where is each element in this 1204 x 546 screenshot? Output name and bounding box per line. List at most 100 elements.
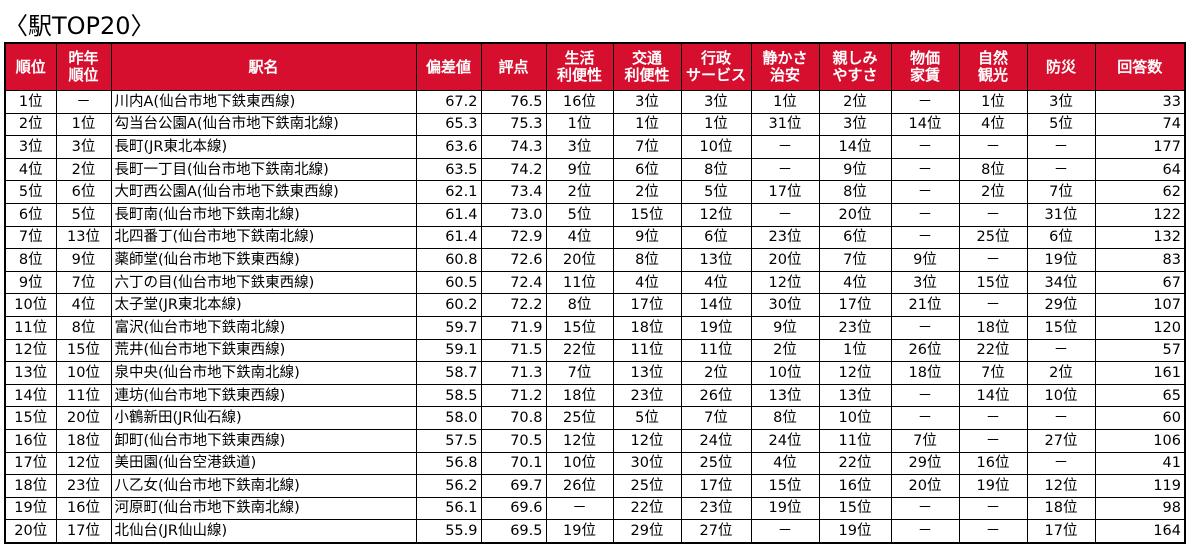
cell-living-convenience: 4位	[545, 225, 614, 250]
cell-response-count: 98	[1094, 496, 1186, 521]
cell-deviation-value: 60.5	[415, 270, 482, 295]
cell-score: 69.6	[480, 496, 547, 521]
cell-disaster-prevention: 31位	[1026, 202, 1096, 227]
cell-quiet-safety: 8位	[750, 406, 820, 430]
cell-last-year-rank: －	[55, 90, 112, 114]
cell-quiet-safety: 31位	[750, 112, 820, 137]
cell-station-name: 北四番丁(仙台市地下鉄南北線)	[110, 225, 417, 250]
cell-last-year-rank: 10位	[55, 361, 112, 385]
cell-last-year-rank: 1位	[55, 112, 112, 137]
cell-disaster-prevention: 5位	[1026, 112, 1096, 137]
cell-admin-services: 10位	[680, 135, 752, 159]
cell-last-year-rank: 20位	[55, 406, 112, 430]
cell-response-count: 119	[1094, 474, 1186, 498]
cell-score: 75.3	[480, 112, 547, 137]
header-response-count: 回答数	[1094, 42, 1186, 91]
cell-living-convenience: 1位	[545, 112, 614, 137]
cell-score: 70.1	[480, 451, 547, 476]
cell-quiet-safety: 9位	[750, 315, 820, 340]
cell-living-convenience: 2位	[545, 180, 614, 204]
cell-station-name: 荒井(仙台市地下鉄東西線)	[110, 338, 417, 363]
table-row: 5位 6位 大町西公園A(仙台市地下鉄東西線) 62.1 73.4 2位 2位 5位 17位 8位…	[4, 180, 1186, 204]
cell-nature-tourism: 16位	[958, 451, 1028, 476]
cell-prices-rent: －	[890, 180, 960, 204]
cell-quiet-safety: 20位	[750, 248, 820, 272]
cell-friendliness: 6位	[818, 225, 892, 250]
header-prices-rent: 物価 家賃	[890, 42, 960, 91]
header-last-year-rank: 昨年 順位	[55, 42, 112, 91]
cell-deviation-value: 57.5	[415, 428, 482, 453]
cell-disaster-prevention: －	[1026, 338, 1096, 363]
table-row: 2位 1位 勾当台公園A(仙台市地下鉄南北線) 65.3 75.3 1位 1位 1位 31位 3位…	[4, 112, 1186, 137]
cell-transport-convenience: 13位	[612, 361, 682, 385]
cell-deviation-value: 61.4	[415, 202, 482, 227]
cell-rank: 7位	[4, 225, 57, 250]
table-row: 13位 10位 泉中央(仙台市地下鉄南北線) 58.7 71.3 7位 13位 2位 10位 12…	[4, 361, 1186, 385]
cell-living-convenience: －	[545, 496, 614, 521]
cell-admin-services: 27位	[680, 519, 752, 544]
table-row: 10位 4位 太子堂(JR東北本線) 60.2 72.2 8位 17位 14位 30位 17位 21…	[4, 293, 1186, 317]
cell-station-name: 長町南(仙台市地下鉄南北線)	[110, 202, 417, 227]
cell-deviation-value: 63.5	[415, 157, 482, 182]
cell-admin-services: 19位	[680, 315, 752, 340]
table-row: 9位 7位 六丁の目(仙台市地下鉄東西線) 60.5 72.4 11位 4位 4位 12位 4位 3…	[4, 270, 1186, 295]
cell-admin-services: 17位	[680, 474, 752, 498]
cell-living-convenience: 11位	[545, 270, 614, 295]
table-row: 15位 20位 小鶴新田(JR仙石線) 58.0 70.8 25位 5位 7位 8位 10位－－－…	[4, 406, 1186, 430]
cell-nature-tourism: 25位	[958, 225, 1028, 250]
cell-quiet-safety: －	[750, 135, 820, 159]
cell-disaster-prevention: 12位	[1026, 474, 1096, 498]
cell-disaster-prevention: 7位	[1026, 180, 1096, 204]
table-row: 16位 18位 卸町(仙台市地下鉄東西線) 57.5 70.5 12位 12位 24位 24位 1…	[4, 428, 1186, 453]
table-row: 14位 11位 連坊(仙台市地下鉄東西線) 58.5 71.2 18位 23位 26位 13位 1…	[4, 383, 1186, 408]
cell-friendliness: 8位	[818, 180, 892, 204]
cell-admin-services: 24位	[680, 428, 752, 453]
cell-transport-convenience: 2位	[612, 180, 682, 204]
cell-response-count: 41	[1094, 451, 1186, 476]
cell-admin-services: 2位	[680, 361, 752, 385]
cell-prices-rent: －	[890, 202, 960, 227]
cell-station-name: 長町一丁目(仙台市地下鉄南北線)	[110, 157, 417, 182]
cell-admin-services: 1位	[680, 112, 752, 137]
cell-living-convenience: 7位	[545, 361, 614, 385]
cell-quiet-safety: 12位	[750, 270, 820, 295]
cell-living-convenience: 8位	[545, 293, 614, 317]
table-row: 6位 5位 長町南(仙台市地下鉄南北線) 61.4 73.0 5位 15位 12位－ 20位－－…	[4, 202, 1186, 227]
cell-prices-rent: 7位	[890, 428, 960, 453]
cell-station-name: 河原町(仙台市地下鉄南北線)	[110, 496, 417, 521]
cell-rank: 18位	[4, 474, 57, 498]
cell-disaster-prevention: 6位	[1026, 225, 1096, 250]
cell-quiet-safety: 19位	[750, 496, 820, 521]
table-row: 11位 8位 富沢(仙台市地下鉄南北線) 59.7 71.9 15位 18位 19位 9位 23位…	[4, 315, 1186, 340]
header-score: 評点	[480, 42, 547, 91]
cell-admin-services: 14位	[680, 293, 752, 317]
cell-admin-services: 23位	[680, 496, 752, 521]
cell-rank: 14位	[4, 383, 57, 408]
cell-response-count: 65	[1094, 383, 1186, 408]
cell-deviation-value: 63.6	[415, 135, 482, 159]
cell-prices-rent: －	[890, 519, 960, 544]
cell-admin-services: 11位	[680, 338, 752, 363]
table-row: 1位－川内A(仙台市地下鉄東西線) 67.2 76.5 16位 3位 3位 1位 2位－ 1位 3…	[4, 90, 1186, 114]
cell-response-count: 62	[1094, 180, 1186, 204]
header-transport-convenience: 交通 利便性	[612, 42, 682, 91]
table-title: 〈駅TOP20〉	[4, 12, 155, 40]
cell-transport-convenience: 30位	[612, 451, 682, 476]
cell-last-year-rank: 12位	[55, 451, 112, 476]
cell-score: 73.4	[480, 180, 547, 204]
cell-station-name: 長町(JR東北本線)	[110, 135, 417, 159]
cell-score: 72.9	[480, 225, 547, 250]
cell-last-year-rank: 13位	[55, 225, 112, 250]
header-station-name: 駅名	[110, 42, 417, 91]
cell-prices-rent: 18位	[890, 361, 960, 385]
cell-prices-rent: －	[890, 315, 960, 340]
cell-quiet-safety: 17位	[750, 180, 820, 204]
cell-last-year-rank: 23位	[55, 474, 112, 498]
cell-deviation-value: 67.2	[415, 90, 482, 114]
cell-response-count: 33	[1094, 90, 1186, 114]
cell-disaster-prevention: 2位	[1026, 361, 1096, 385]
cell-friendliness: 4位	[818, 270, 892, 295]
cell-prices-rent: 29位	[890, 451, 960, 476]
cell-friendliness: 9位	[818, 157, 892, 182]
cell-quiet-safety: 2位	[750, 338, 820, 363]
